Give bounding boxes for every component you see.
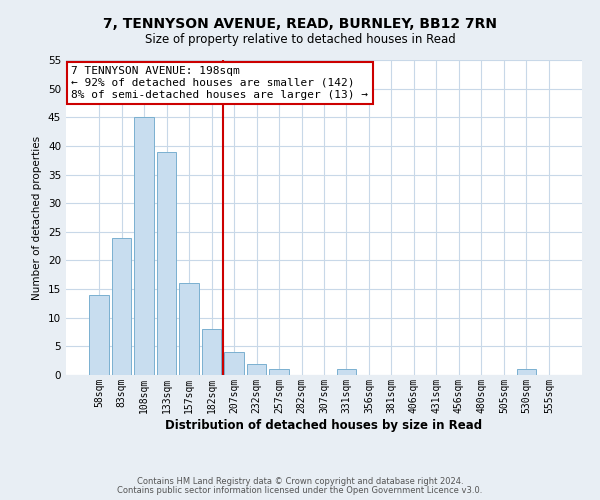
Text: 7 TENNYSON AVENUE: 198sqm
← 92% of detached houses are smaller (142)
8% of semi-: 7 TENNYSON AVENUE: 198sqm ← 92% of detac…	[71, 66, 368, 100]
Text: 7, TENNYSON AVENUE, READ, BURNLEY, BB12 7RN: 7, TENNYSON AVENUE, READ, BURNLEY, BB12 …	[103, 18, 497, 32]
X-axis label: Distribution of detached houses by size in Read: Distribution of detached houses by size …	[166, 418, 482, 432]
Bar	[89, 295, 109, 375]
Bar	[269, 370, 289, 375]
Text: Contains public sector information licensed under the Open Government Licence v3: Contains public sector information licen…	[118, 486, 482, 495]
Bar	[224, 352, 244, 375]
Bar	[337, 370, 356, 375]
Bar	[134, 118, 154, 375]
Bar	[112, 238, 131, 375]
Bar	[247, 364, 266, 375]
Bar	[202, 329, 221, 375]
Bar	[157, 152, 176, 375]
Y-axis label: Number of detached properties: Number of detached properties	[32, 136, 43, 300]
Text: Size of property relative to detached houses in Read: Size of property relative to detached ho…	[145, 32, 455, 46]
Bar	[517, 370, 536, 375]
Bar	[179, 284, 199, 375]
Text: Contains HM Land Registry data © Crown copyright and database right 2024.: Contains HM Land Registry data © Crown c…	[137, 477, 463, 486]
